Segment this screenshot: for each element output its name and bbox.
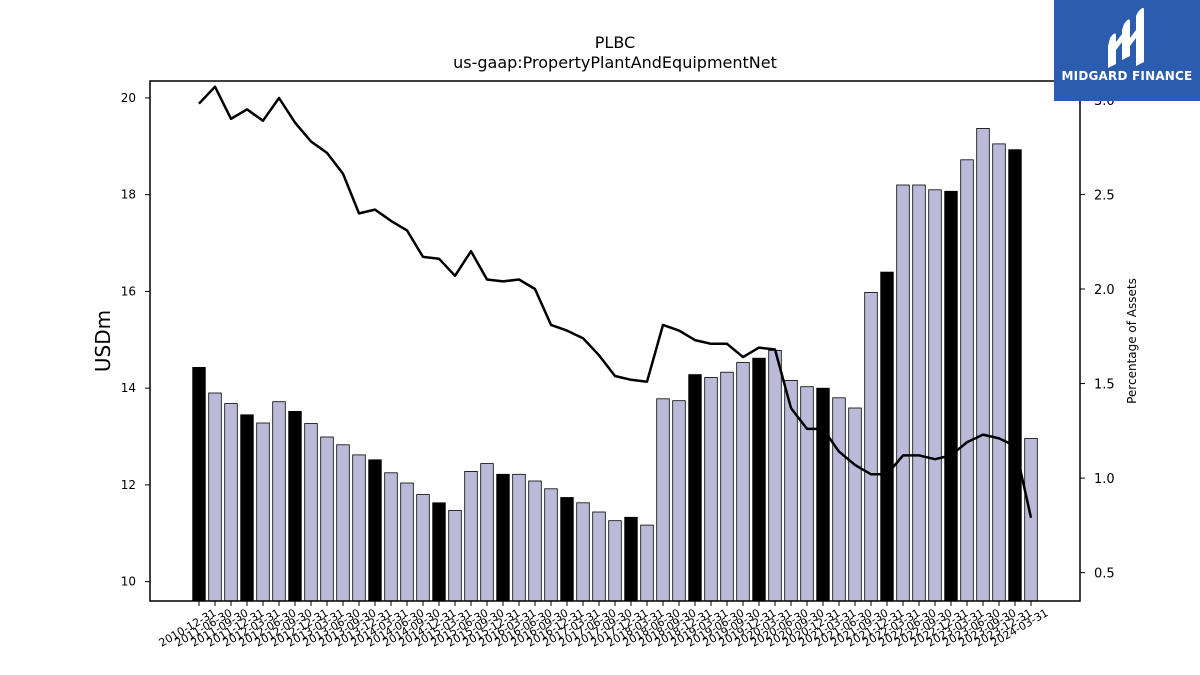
- bar: [816, 387, 830, 602]
- bar: [976, 127, 990, 602]
- bar: [928, 189, 942, 602]
- y2-tick-label: 1.0: [1094, 472, 1115, 487]
- bar: [848, 407, 862, 602]
- bar: [432, 502, 446, 602]
- bar: [240, 414, 254, 602]
- bar: [720, 371, 734, 602]
- chart-title: PLBC: [594, 33, 636, 52]
- bar: [1008, 149, 1022, 602]
- y-tick-label: 20: [121, 91, 136, 105]
- bar: [480, 463, 494, 602]
- y2-axis-label: Percentage of Assets: [1125, 278, 1139, 404]
- bar: [304, 423, 318, 602]
- bar: [912, 184, 926, 602]
- bar: [880, 271, 894, 602]
- bar: [336, 444, 350, 602]
- bar: [528, 480, 542, 602]
- bar: [464, 470, 478, 602]
- percentage-line: [198, 85, 1033, 519]
- bar: [592, 511, 606, 602]
- bar: [448, 510, 462, 602]
- y-tick-label: 10: [121, 575, 136, 589]
- bar: [368, 459, 382, 602]
- logo-mark-icon: [1108, 8, 1144, 68]
- bar: [896, 184, 910, 602]
- bar: [400, 482, 414, 602]
- bar: [688, 374, 702, 602]
- bar: [512, 473, 526, 602]
- bar: [1024, 438, 1038, 602]
- bar: [752, 357, 766, 602]
- bar: [960, 159, 974, 602]
- bar: [832, 397, 846, 602]
- bar: [496, 473, 510, 602]
- y-tick-label: 16: [121, 284, 136, 298]
- bar: [800, 386, 814, 602]
- bar: [272, 401, 286, 602]
- bar: [416, 494, 430, 602]
- bar: [256, 422, 270, 602]
- bar: [672, 400, 686, 602]
- bar: [704, 377, 718, 602]
- brand-logo: MIDGARD FINANCE: [1054, 0, 1200, 101]
- bar: [576, 502, 590, 602]
- y2-tick-label: 2.5: [1094, 188, 1115, 203]
- bar: [768, 349, 782, 602]
- logo-text: MIDGARD FINANCE: [1061, 69, 1193, 83]
- y2-tick-label: 1.5: [1094, 378, 1115, 393]
- bar: [384, 472, 398, 602]
- y2-tick-label: 0.5: [1094, 567, 1115, 582]
- bar: [736, 362, 750, 602]
- y-tick-label: 14: [121, 381, 136, 395]
- bar: [624, 516, 638, 602]
- bar: [992, 143, 1006, 602]
- y2-tick-label: 2.0: [1094, 283, 1115, 298]
- bar: [560, 497, 574, 602]
- bar: [208, 392, 222, 602]
- bar: [640, 524, 654, 602]
- chart-subtitle: us-gaap:PropertyPlantAndEquipmentNet: [453, 53, 777, 72]
- bar: [224, 403, 238, 602]
- bar: [656, 398, 670, 602]
- bar: [544, 488, 558, 602]
- bar: [288, 410, 302, 602]
- bar: [608, 520, 622, 602]
- y-axis-label: USDm: [91, 310, 115, 372]
- y-tick-label: 12: [121, 478, 136, 492]
- y-tick-label: 18: [121, 188, 136, 202]
- bar: [320, 436, 334, 602]
- bar: [864, 291, 878, 602]
- bar: [192, 366, 206, 602]
- bar: [944, 190, 958, 602]
- bar: [352, 454, 366, 602]
